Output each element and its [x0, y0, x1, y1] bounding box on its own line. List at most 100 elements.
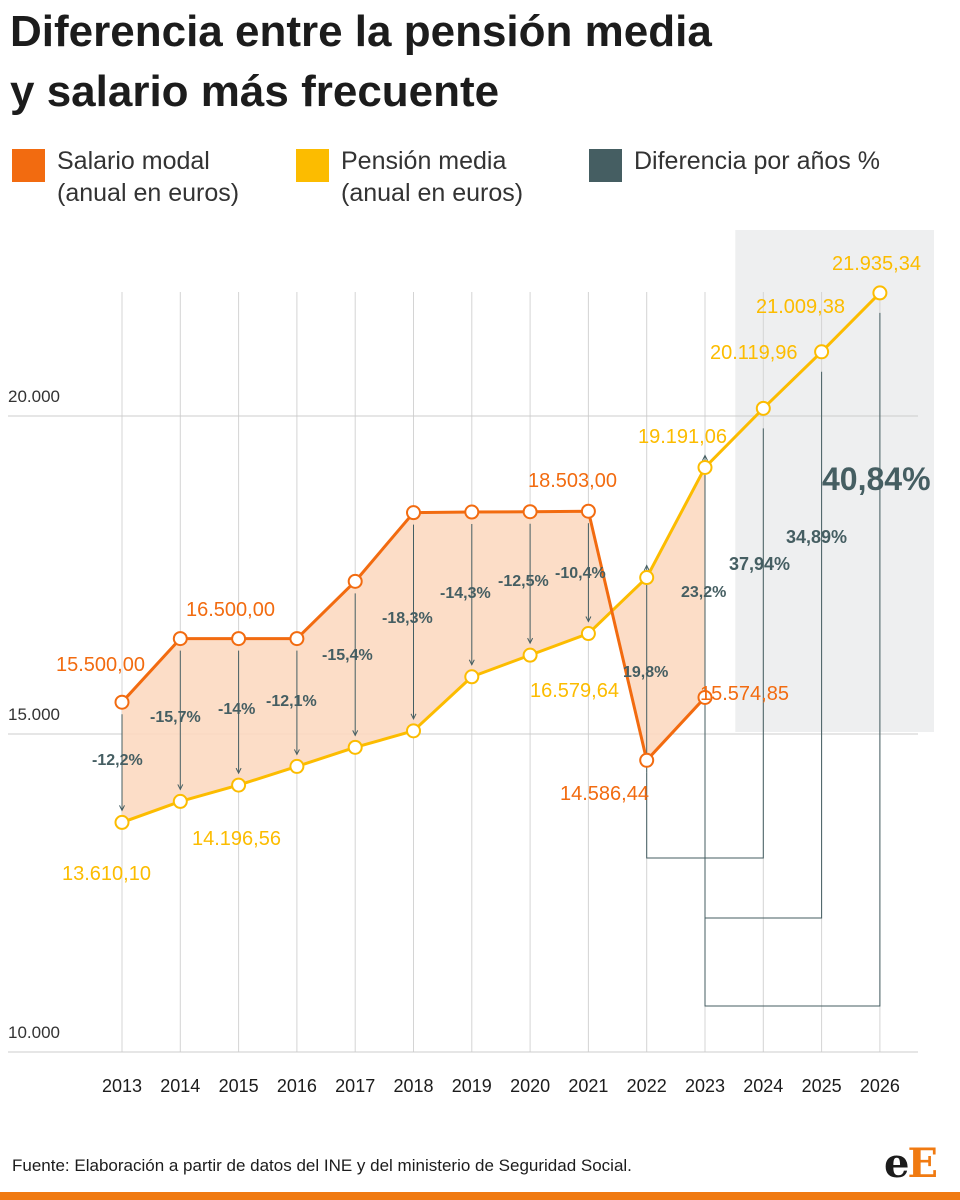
- difference-label-2024: 37,94%: [729, 554, 790, 574]
- bottom-accent-bar: [0, 1192, 960, 1200]
- point-salario-2013: [114, 694, 130, 710]
- x-tick-label-2022: 2022: [627, 1076, 667, 1096]
- point-pension-2020: [522, 647, 538, 663]
- x-tick-label-2013: 2013: [102, 1076, 142, 1096]
- difference-label-2013: -12,2%: [92, 752, 143, 769]
- difference-arrowhead-2015: [235, 767, 242, 775]
- difference-label-2014: -15,7%: [150, 709, 201, 726]
- difference-arrowhead-2016: [293, 749, 300, 756]
- difference-arrowhead-2019: [468, 659, 475, 666]
- difference-arrowhead-2021: [585, 616, 592, 623]
- legend-swatch-salario: [12, 149, 45, 182]
- point-salario-2021: [580, 503, 596, 519]
- point-pension-2025: [814, 344, 830, 360]
- title-line-1: Diferencia entre la pensión media: [10, 7, 712, 56]
- point-salario-2019: [464, 504, 480, 520]
- value-label-salario-2022: 14.586,44: [560, 783, 649, 805]
- x-tick-label-2018: 2018: [393, 1076, 433, 1096]
- legend-label-diferencia: Diferencia por años %: [634, 147, 880, 175]
- point-salario-2015: [231, 631, 247, 647]
- difference-label-2022: 19,8%: [623, 664, 668, 681]
- point-salario-2023: [697, 689, 713, 705]
- legend-item-pension: Pensión media (anual en euros): [296, 145, 523, 209]
- difference-label-2023: 23,2%: [681, 584, 726, 601]
- value-label-salario-2013: 15.500,00: [56, 654, 145, 676]
- x-tick-label-2015: 2015: [219, 1076, 259, 1096]
- difference-label-2018: -18,3%: [382, 610, 433, 627]
- value-label-pension-2025: 21.009,38: [756, 296, 845, 318]
- legend-swatch-diferencia: [589, 149, 622, 182]
- legend: Salario modal (anual en euros) Pensión m…: [0, 145, 960, 225]
- series-line-pension: [121, 291, 881, 824]
- x-tick-label-2021: 2021: [568, 1076, 608, 1096]
- point-pension-2016: [289, 758, 305, 774]
- difference-connector-2026: [704, 312, 881, 1007]
- y-tick-label-15000: 15.000: [8, 705, 60, 724]
- point-pension-2017: [347, 739, 363, 755]
- difference-arrowhead-2018: [410, 713, 417, 720]
- difference-label-2019: -14,3%: [440, 585, 491, 602]
- point-salario-2022: [639, 752, 655, 768]
- difference-label-2016: -12,1%: [266, 693, 317, 710]
- point-pension-2026: [872, 285, 888, 301]
- value-label-pension-2023: 19.191,06: [638, 426, 727, 448]
- brand-logo: eE: [884, 1140, 938, 1187]
- point-salario-2017: [347, 573, 363, 589]
- x-tick-label-2019: 2019: [452, 1076, 492, 1096]
- y-tick-label-20000: 20.000: [8, 387, 60, 406]
- y-tick-label-10000: 10.000: [8, 1023, 60, 1042]
- point-pension-2023: [697, 459, 713, 475]
- point-pension-2013: [114, 814, 130, 830]
- difference-label-2021: -10,4%: [555, 565, 606, 582]
- difference-arrowhead-2017: [352, 730, 359, 737]
- legend-label-pension: Pensión media: [341, 147, 507, 175]
- difference-arrowhead-2014: [177, 784, 184, 791]
- difference-arrowhead-2023: [702, 454, 708, 461]
- point-salario-2020: [522, 504, 538, 520]
- x-tick-label-2023: 2023: [685, 1076, 725, 1096]
- legend-sublabel-salario: (anual en euros): [57, 179, 240, 207]
- value-label-salario-2023: 15.574,85: [700, 683, 789, 705]
- projection-background: [735, 230, 934, 732]
- value-label-pension-2024: 20.119,96: [710, 342, 798, 364]
- value-label-salario-2014: 16.500,00: [186, 599, 275, 621]
- difference-label-2020: -12,5%: [498, 573, 549, 590]
- value-label-pension-2015: 14.196,56: [192, 828, 281, 850]
- value-label-salario-2021: 18.503,00: [528, 470, 617, 492]
- point-pension-2024: [755, 400, 771, 416]
- point-pension-2014: [172, 793, 188, 809]
- point-salario-2016: [289, 631, 305, 647]
- source-note: Fuente: Elaboración a partir de datos de…: [12, 1156, 632, 1175]
- legend-item-diferencia: Diferencia por años %: [589, 145, 880, 182]
- legend-item-salario: Salario modal (anual en euros): [12, 145, 239, 209]
- value-label-pension-2013: 13.610,10: [62, 863, 151, 885]
- difference-arrowhead-2020: [527, 637, 534, 645]
- point-salario-2014: [172, 631, 188, 647]
- point-salario-2018: [406, 505, 421, 521]
- x-tick-label-2024: 2024: [743, 1076, 783, 1096]
- legend-label-salario: Salario modal: [57, 147, 210, 175]
- difference-arrowhead-2013: [119, 805, 125, 812]
- difference-arrowhead-2022: [643, 564, 650, 571]
- x-tick-label-2016: 2016: [277, 1076, 317, 1096]
- point-pension-2022: [639, 570, 655, 586]
- value-label-pension-2026: 21.935,34: [832, 253, 921, 275]
- difference-label-2017: -15,4%: [322, 647, 373, 664]
- x-tick-label-2025: 2025: [802, 1076, 842, 1096]
- chart-title: Diferencia entre la pensión media y sala…: [10, 2, 950, 122]
- point-pension-2018: [406, 723, 421, 739]
- point-pension-2015: [231, 777, 247, 793]
- x-tick-label-2017: 2017: [335, 1076, 375, 1096]
- point-pension-2021: [580, 626, 596, 642]
- line-chart: 10.000 15.000 20.000 15.500,00 16.500,00 18.5…: [8, 230, 934, 1096]
- x-tick-label-2026: 2026: [860, 1076, 900, 1096]
- legend-sublabel-pension: (anual en euros): [341, 179, 524, 207]
- difference-label-2026: 40,84%: [822, 461, 931, 497]
- legend-swatch-pension: [296, 149, 329, 182]
- x-tick-label-2020: 2020: [510, 1076, 550, 1096]
- difference-label-2025: 34,89%: [786, 527, 847, 547]
- title-line-2: y salario más frecuente: [10, 67, 500, 116]
- point-pension-2019: [464, 669, 480, 685]
- x-tick-label-2014: 2014: [160, 1076, 200, 1096]
- value-label-pension-2021: 16.579,64: [530, 680, 619, 702]
